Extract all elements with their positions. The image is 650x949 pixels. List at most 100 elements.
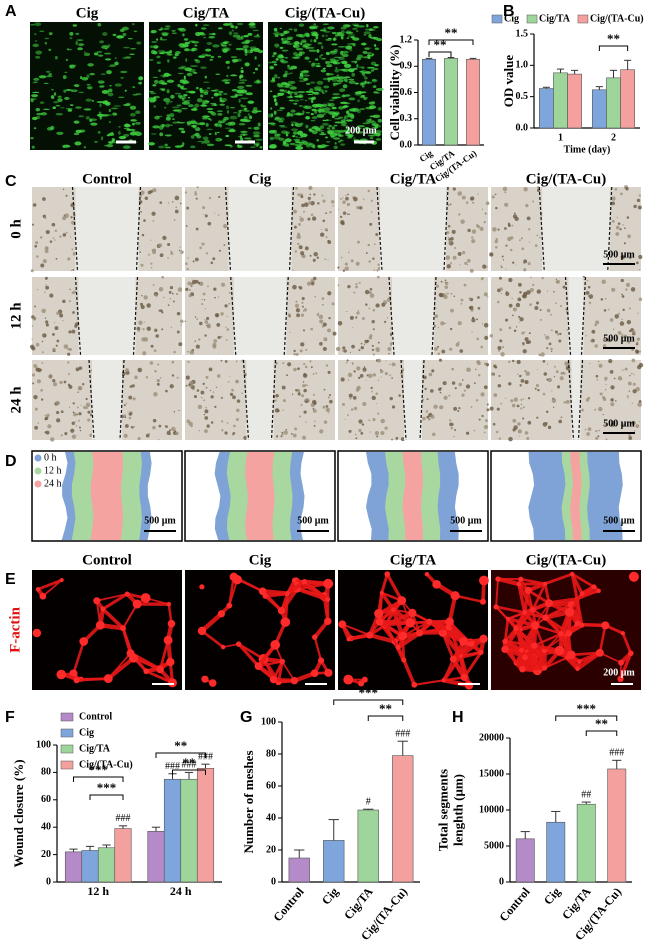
cell-node [35,587,41,592]
cell [281,385,286,390]
cell [526,436,530,440]
cell [233,424,236,428]
cell [271,55,275,58]
cell [347,36,354,38]
cell [508,360,511,364]
cell [381,302,386,307]
cell [512,314,514,317]
cell [74,84,80,88]
cell [520,237,524,240]
cell [523,268,527,272]
cell [63,380,67,384]
cell [604,379,607,382]
cell [369,106,373,110]
cell [65,107,73,110]
fluorescence-image [338,570,489,690]
cell [586,279,589,282]
cell [140,263,144,267]
cell [124,424,129,428]
cell [541,259,543,261]
cell [42,197,46,201]
bar-annotation: ### [182,760,197,771]
column-title: Control [82,552,132,568]
cell [356,311,360,315]
cell [340,198,342,200]
wound-edge [119,359,125,441]
cell [87,410,91,414]
cell [326,102,330,104]
cell [173,300,175,303]
significance-bracket [333,699,404,705]
cell-node [56,669,67,680]
cell [524,431,529,435]
cell [243,107,248,110]
cell [286,43,294,45]
cell [551,390,553,392]
cell [161,328,164,331]
cell [77,406,79,409]
cell [333,59,340,62]
cell [239,104,244,106]
cell [77,391,79,393]
cell [314,58,319,61]
cell [345,45,353,50]
cell [310,281,315,286]
cell [541,277,544,280]
cell [311,91,315,94]
cell [161,311,164,314]
cell [473,382,476,384]
cell [164,146,171,149]
cell [194,191,197,194]
cell [292,131,298,135]
cell [153,349,157,353]
cell [195,227,199,231]
cell [75,32,80,36]
wound-gap [392,277,434,355]
cell [45,430,50,435]
cell [220,97,228,102]
cell [216,323,221,327]
cell [152,219,155,222]
cell [314,420,316,423]
cell [536,234,538,237]
cell [559,304,562,308]
cell [357,376,361,380]
cell-node [459,637,468,646]
y-tick-label: 100 [36,739,51,750]
cell [293,91,298,95]
cell [166,89,170,94]
cell [268,129,275,134]
y-tick-label: 0.5 [516,91,529,102]
cell [604,376,608,381]
cell [57,95,62,98]
cell [297,132,300,136]
cell [469,268,474,273]
cell [164,134,172,137]
cell [466,263,469,266]
cell [151,30,157,34]
cell [31,325,33,327]
cell [546,308,551,313]
cell [301,301,304,304]
cell [184,44,189,47]
cell [311,216,317,221]
cell [346,110,350,115]
cell [211,96,214,99]
cell [448,237,450,239]
bar-annotation: ### [395,728,410,739]
cell [214,313,220,318]
cell [157,363,159,366]
legend-swatch [60,712,74,722]
x-tick-label: 1 [558,132,563,143]
cell [44,41,47,45]
cell [499,287,503,291]
column-title: Cig/TA [390,171,437,187]
cell [368,28,373,32]
wound-edge [135,186,142,272]
cell [324,258,326,260]
cell [337,347,341,350]
cell [366,81,370,84]
cell [140,210,142,213]
cell [602,414,604,416]
cell [475,399,479,402]
